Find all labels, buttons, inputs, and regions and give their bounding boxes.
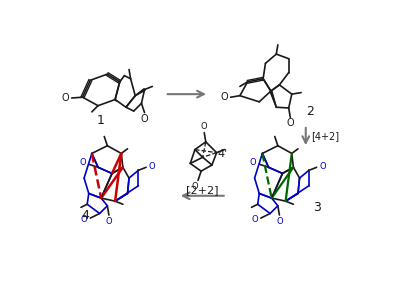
Text: O: O [251,215,258,224]
Polygon shape [135,89,145,96]
Text: [4+2]: [4+2] [311,131,339,141]
Text: 4': 4' [218,149,228,159]
Text: O: O [192,182,198,191]
Text: [2+2]: [2+2] [186,185,218,195]
Text: O: O [276,217,283,226]
Text: 3: 3 [313,201,320,214]
Text: 2: 2 [306,105,314,118]
Text: O: O [286,118,294,128]
Text: O: O [320,162,326,171]
Text: O: O [79,158,86,167]
Text: O: O [81,215,88,224]
Polygon shape [270,91,276,107]
Text: O: O [149,162,156,171]
Text: O: O [141,114,148,124]
Text: O: O [201,122,208,131]
Text: 1: 1 [96,114,104,127]
Text: O: O [62,93,69,103]
Text: O: O [220,92,228,102]
Text: O: O [250,158,256,167]
Text: 4: 4 [82,208,90,222]
Text: O: O [106,217,112,226]
